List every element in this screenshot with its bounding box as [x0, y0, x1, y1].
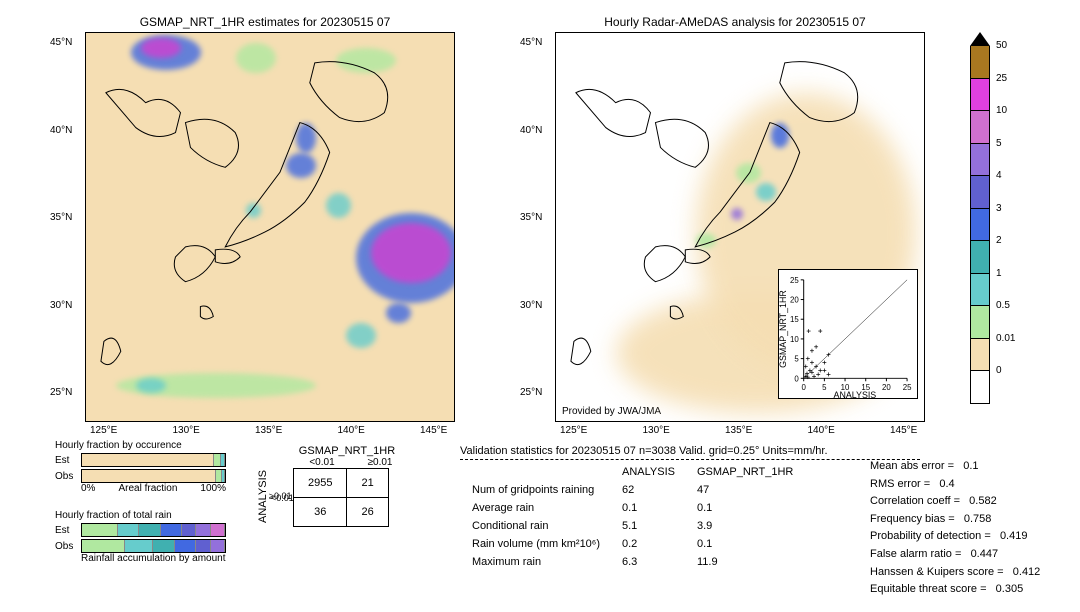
- svg-text:20: 20: [790, 295, 799, 304]
- scatter-inset: 00551010151520202525ANALYSISGSMAP_NRT_1H…: [778, 269, 918, 399]
- cont-col-ge: ≥0.01: [351, 457, 409, 468]
- svg-text:0: 0: [794, 374, 799, 383]
- svg-text:5: 5: [822, 383, 827, 392]
- right-map-title: Hourly Radar-AMeDAS analysis for 2023051…: [545, 15, 925, 29]
- fraction-occ-title: Hourly fraction by occurence: [55, 440, 235, 451]
- left-map-title: GSMAP_NRT_1HR estimates for 20230515 07: [75, 15, 455, 29]
- svg-text:20: 20: [882, 383, 891, 392]
- validation-table: ANALYSISGSMAP_NRT_1HR Num of gridpoints …: [460, 462, 805, 572]
- svg-text:10: 10: [790, 335, 799, 344]
- right-map: Provided by JWA/JMA 00551010151520202525…: [555, 32, 925, 422]
- contingency-table: 295521 3626: [293, 468, 389, 527]
- cont-row-ge: ≥0.01: [269, 491, 291, 501]
- tot-est-label: Est: [55, 525, 77, 536]
- fraction-occ-obs-bar: [81, 469, 226, 483]
- validation-metrics: Mean abs error = 0.1RMS error = 0.4Corre…: [870, 458, 1040, 599]
- occ-axis-min: 0%: [81, 483, 95, 494]
- fraction-total-footer: Rainfall accumulation by amount: [81, 553, 235, 564]
- validation-header: Validation statistics for 20230515 07 n=…: [460, 445, 920, 457]
- svg-text:25: 25: [903, 383, 912, 392]
- fraction-occ-est-bar: [81, 453, 226, 467]
- colorbar: [970, 32, 990, 404]
- svg-text:0: 0: [802, 383, 807, 392]
- tot-obs-label: Obs: [55, 541, 77, 552]
- left-map: [85, 32, 455, 422]
- fraction-total-obs-bar: [81, 539, 226, 553]
- fraction-total-title: Hourly fraction of total rain: [55, 510, 235, 521]
- svg-text:ANALYSIS: ANALYSIS: [834, 390, 877, 398]
- svg-text:15: 15: [790, 315, 799, 324]
- contingency-col-title: GSMAP_NRT_1HR: [285, 445, 409, 457]
- svg-text:GSMAP_NRT_1HR: GSMAP_NRT_1HR: [779, 290, 788, 368]
- occ-axis-max: 100%: [200, 483, 226, 494]
- est-label: Est: [55, 455, 77, 466]
- obs-label: Obs: [55, 471, 77, 482]
- fraction-total-est-bar: [81, 523, 226, 537]
- occ-axis-label: Areal fraction: [118, 483, 177, 494]
- cont-col-lt: <0.01: [293, 457, 351, 468]
- svg-text:5: 5: [794, 355, 799, 364]
- svg-text:25: 25: [790, 276, 799, 285]
